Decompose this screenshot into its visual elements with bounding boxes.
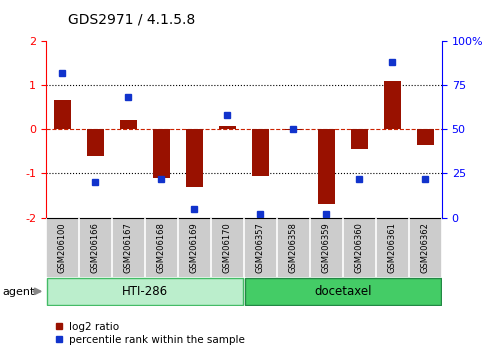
- Bar: [47, 278, 243, 305]
- Bar: [186, 129, 203, 187]
- Text: GSM206170: GSM206170: [223, 223, 232, 273]
- Text: GSM206167: GSM206167: [124, 223, 133, 273]
- Bar: [87, 129, 104, 156]
- Bar: [285, 129, 302, 130]
- Text: HTI-286: HTI-286: [122, 285, 168, 298]
- Text: GSM206362: GSM206362: [421, 223, 430, 273]
- Bar: [219, 126, 236, 129]
- Text: GSM206169: GSM206169: [190, 223, 199, 273]
- Bar: [351, 129, 368, 149]
- Text: GSM206361: GSM206361: [388, 223, 397, 273]
- Text: GSM206357: GSM206357: [256, 223, 265, 273]
- Text: GSM206359: GSM206359: [322, 223, 331, 273]
- Bar: [252, 129, 269, 176]
- Text: GSM206358: GSM206358: [289, 223, 298, 273]
- Text: GSM206100: GSM206100: [58, 223, 67, 273]
- Bar: [384, 80, 401, 129]
- Text: GSM206166: GSM206166: [91, 223, 100, 273]
- Bar: [318, 129, 335, 205]
- Text: GSM206360: GSM206360: [355, 223, 364, 273]
- Bar: [417, 129, 434, 145]
- Bar: [153, 129, 170, 178]
- Text: GSM206168: GSM206168: [157, 223, 166, 273]
- Legend: log2 ratio, percentile rank within the sample: log2 ratio, percentile rank within the s…: [51, 317, 249, 349]
- Text: GDS2971 / 4.1.5.8: GDS2971 / 4.1.5.8: [68, 12, 195, 26]
- Bar: [120, 120, 137, 129]
- Text: docetaxel: docetaxel: [314, 285, 372, 298]
- Bar: [54, 101, 71, 129]
- Bar: [245, 278, 441, 305]
- Text: agent: agent: [2, 287, 35, 297]
